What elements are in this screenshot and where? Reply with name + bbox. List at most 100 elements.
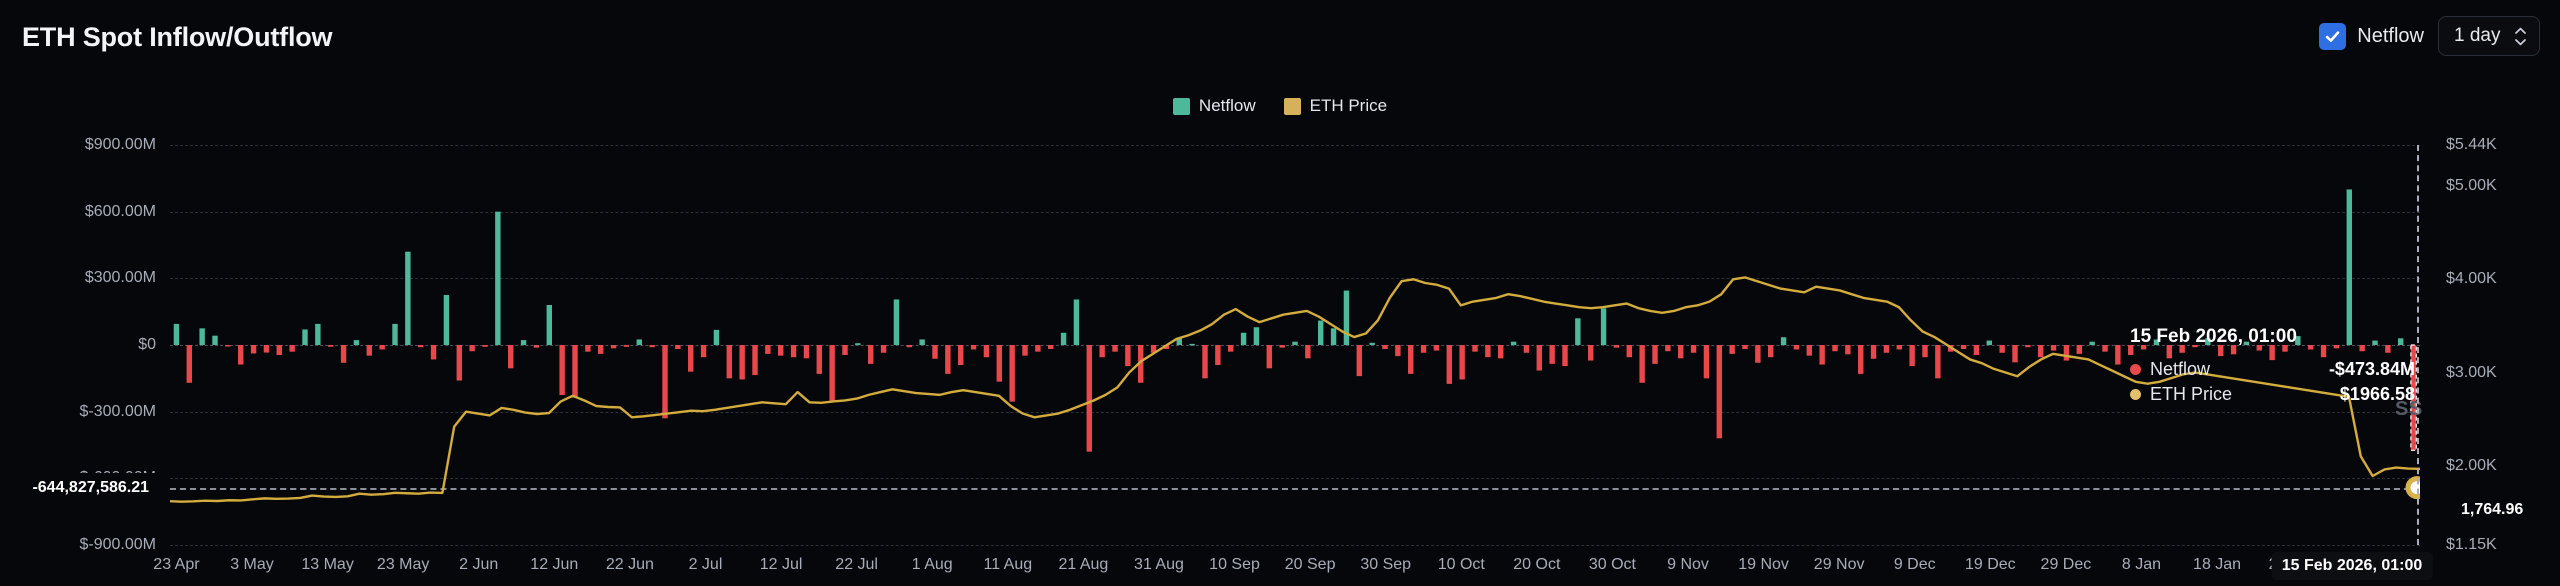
netflow-bar[interactable] — [958, 345, 964, 365]
netflow-bar[interactable] — [790, 345, 797, 358]
netflow-bar[interactable] — [1330, 328, 1337, 345]
netflow-bar[interactable] — [945, 345, 951, 374]
netflow-bar[interactable] — [842, 345, 848, 355]
netflow-bar[interactable] — [2333, 345, 2340, 349]
netflow-bar[interactable] — [2410, 344, 2417, 451]
netflow-bar[interactable] — [855, 343, 861, 345]
netflow-bar[interactable] — [1086, 345, 1092, 452]
legend-item-netflow[interactable]: Netflow — [1172, 96, 1256, 116]
netflow-bar[interactable] — [2372, 340, 2378, 345]
netflow-bar[interactable] — [803, 345, 810, 359]
netflow-bar[interactable] — [1112, 345, 1118, 352]
netflow-bar[interactable] — [598, 345, 604, 354]
netflow-bar[interactable] — [559, 345, 565, 395]
netflow-bar[interactable] — [225, 345, 231, 347]
netflow-bar[interactable] — [675, 345, 681, 349]
netflow-bar[interactable] — [1318, 320, 1324, 345]
netflow-bar[interactable] — [1896, 345, 1902, 350]
netflow-bar[interactable] — [2243, 341, 2250, 345]
netflow-bar[interactable] — [1703, 345, 1710, 379]
netflow-bar[interactable] — [1768, 345, 1774, 358]
netflow-bar[interactable] — [1343, 290, 1350, 345]
netflow-bar[interactable] — [1986, 340, 1992, 345]
netflow-bar[interactable] — [1202, 345, 1208, 379]
netflow-bar[interactable] — [302, 329, 308, 345]
netflow-bar[interactable] — [2128, 345, 2134, 355]
netflow-bar[interactable] — [1613, 345, 1620, 348]
netflow-bar[interactable] — [1163, 345, 1170, 349]
netflow-bar[interactable] — [2192, 345, 2198, 348]
netflow-bar[interactable] — [2218, 345, 2224, 357]
netflow-bar[interactable] — [2102, 345, 2108, 352]
netflow-bar[interactable] — [2398, 338, 2404, 345]
netflow-bar[interactable] — [1369, 342, 1375, 345]
netflow-bar[interactable] — [1228, 345, 1234, 352]
netflow-bar[interactable] — [1678, 345, 1684, 359]
netflow-bar[interactable] — [1420, 345, 1427, 353]
netflow-bar[interactable] — [1099, 345, 1105, 358]
netflow-bar[interactable] — [2269, 345, 2275, 361]
netflow-bar[interactable] — [2385, 345, 2391, 353]
netflow-bar[interactable] — [392, 323, 398, 345]
netflow-bar[interactable] — [996, 345, 1002, 382]
netflow-bar[interactable] — [1935, 345, 1941, 379]
netflow-bar[interactable] — [585, 345, 591, 352]
netflow-bar[interactable] — [1253, 327, 1260, 345]
netflow-bar[interactable] — [688, 345, 694, 372]
netflow-bar[interactable] — [970, 345, 977, 350]
netflow-bar[interactable] — [2282, 345, 2288, 352]
netflow-bar[interactable] — [1408, 345, 1414, 374]
netflow-bar[interactable] — [1510, 341, 1517, 345]
netflow-bar[interactable] — [919, 339, 925, 345]
netflow-bar[interactable] — [1022, 345, 1028, 356]
netflow-bar[interactable] — [1999, 345, 2005, 353]
time-range-select[interactable]: 1 day — [2438, 16, 2540, 56]
netflow-bar[interactable] — [2308, 345, 2314, 350]
netflow-bar[interactable] — [1626, 345, 1632, 358]
netflow-bar[interactable] — [328, 345, 334, 347]
netflow-bar[interactable] — [726, 345, 732, 379]
netflow-bar[interactable] — [1729, 345, 1735, 354]
netflow-bar[interactable] — [1922, 345, 1928, 358]
netflow-bar[interactable] — [1690, 345, 1697, 353]
netflow-bar[interactable] — [469, 345, 475, 352]
netflow-bar[interactable] — [533, 345, 540, 348]
netflow-bar[interactable] — [1292, 341, 1298, 345]
netflow-bar[interactable] — [315, 323, 321, 345]
stepper-up-down-icon[interactable] — [2514, 27, 2527, 46]
netflow-bar[interactable] — [713, 329, 720, 345]
netflow-bar[interactable] — [1150, 345, 1157, 353]
netflow-bar[interactable] — [1523, 345, 1530, 353]
netflow-bar[interactable] — [2012, 345, 2018, 363]
netflow-bar[interactable] — [443, 295, 450, 345]
plot-area[interactable] — [170, 145, 2420, 546]
netflow-bar[interactable] — [2205, 338, 2211, 345]
netflow-bar[interactable] — [1793, 345, 1800, 350]
netflow-bar[interactable] — [1588, 345, 1594, 361]
netflow-bar[interactable] — [1446, 345, 1452, 384]
netflow-bar[interactable] — [1665, 345, 1671, 352]
netflow-bar[interactable] — [1305, 345, 1311, 359]
netflow-bar[interactable] — [2320, 345, 2327, 358]
netflow-bar[interactable] — [1845, 345, 1851, 355]
netflow-bar[interactable] — [2115, 345, 2121, 365]
netflow-bar[interactable] — [983, 345, 990, 358]
netflow-bar[interactable] — [2025, 345, 2031, 348]
netflow-bar[interactable] — [739, 345, 745, 380]
netflow-bar[interactable] — [752, 345, 758, 375]
netflow-bar[interactable] — [1960, 345, 1967, 349]
netflow-bar[interactable] — [520, 340, 527, 345]
netflow-bar[interactable] — [932, 345, 938, 359]
netflow-bar[interactable] — [816, 345, 822, 374]
netflow-bar[interactable] — [2256, 345, 2262, 351]
netflow-bar[interactable] — [649, 345, 655, 348]
netflow-bar[interactable] — [1240, 332, 1247, 345]
netflow-bar[interactable] — [2063, 345, 2070, 361]
netflow-bar[interactable] — [2050, 345, 2057, 351]
netflow-bar[interactable] — [610, 345, 617, 349]
netflow-bar[interactable] — [1742, 345, 1748, 349]
netflow-bar[interactable] — [456, 345, 462, 381]
netflow-bar[interactable] — [250, 345, 257, 354]
netflow-bar[interactable] — [366, 345, 372, 356]
netflow-bar[interactable] — [1035, 345, 1041, 352]
